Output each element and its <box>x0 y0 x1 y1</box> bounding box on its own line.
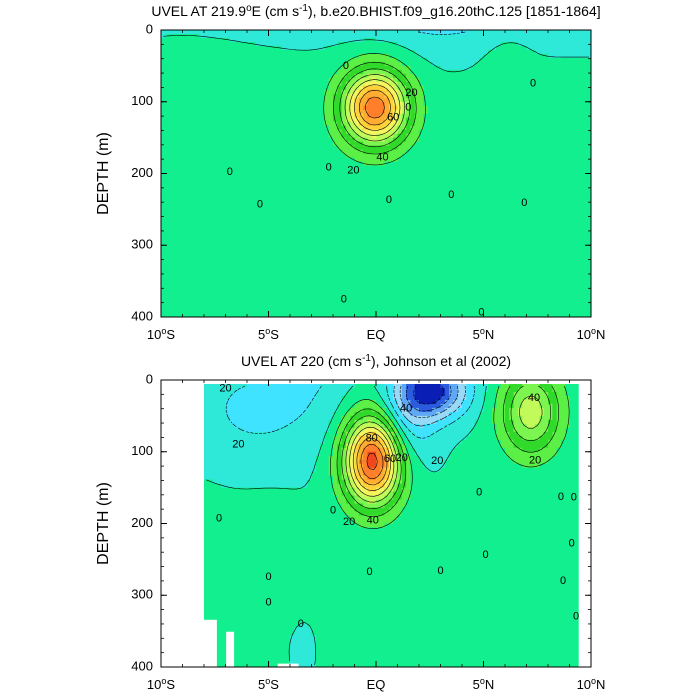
contour-label: 40 <box>376 152 388 164</box>
y-tick-label: 200 <box>131 515 153 530</box>
contour-label: 0 <box>560 575 566 587</box>
contour-label: 20 <box>232 439 244 451</box>
contour-label: 0 <box>341 294 347 306</box>
contour-label: 0 <box>476 487 482 499</box>
x-tick-label: 5oS <box>258 676 279 692</box>
contour-label: 0 <box>571 492 577 504</box>
contour-label: 0 <box>330 505 336 517</box>
contour-label: 0 <box>257 198 263 210</box>
y-axis-label: DEPTH (m) <box>95 482 112 565</box>
contour-label: 0 <box>298 618 304 630</box>
x-tick-label: 5oN <box>473 676 495 692</box>
contour-label: 20 <box>431 455 443 467</box>
contour-label: 20 <box>347 165 359 177</box>
contour-label: 60 <box>387 111 399 123</box>
y-tick-label: 300 <box>131 587 153 602</box>
contour-label: 0 <box>521 197 527 209</box>
contour-label: 20 <box>405 87 417 99</box>
heatmap-cells <box>204 383 579 667</box>
contour-label: 0 <box>343 60 349 72</box>
contour-label: 0 <box>326 162 332 174</box>
contour-label: 0 <box>478 307 484 319</box>
y-tick-label: 400 <box>131 658 153 673</box>
x-tick-label: 10oN <box>577 326 606 342</box>
contour-label: 40 <box>528 392 540 404</box>
contour-lines <box>206 385 570 666</box>
x-tick-label: 10oS <box>147 326 175 342</box>
y-tick-label: 200 <box>131 165 153 180</box>
contour-label: 40 <box>367 515 379 527</box>
contour-label: 0 <box>386 194 392 206</box>
x-tick-label: 5oS <box>258 326 279 342</box>
contour-label: 0 <box>405 101 411 113</box>
y-tick-label: 0 <box>146 371 153 386</box>
y-tick-label: 400 <box>131 308 153 323</box>
contour-label: 20 <box>396 452 408 464</box>
y-tick-label: 100 <box>131 93 153 108</box>
contour-label: 80 <box>366 433 378 445</box>
contour-label: 0 <box>448 189 454 201</box>
contour-label: 0 <box>227 166 233 178</box>
x-tick-label: EQ <box>367 327 386 342</box>
heatmap-cells <box>161 30 591 317</box>
y-tick-label: 300 <box>131 237 153 252</box>
chart-title: UVEL AT 220 (cm s-1), Johnson et al (200… <box>241 353 511 369</box>
y-tick-label: 100 <box>131 443 153 458</box>
contour-label: 20 <box>343 516 355 528</box>
contour-label: 0 <box>437 565 443 577</box>
contour-label: 0 <box>530 78 536 90</box>
y-tick-label: 0 <box>146 21 153 36</box>
x-tick-label: EQ <box>367 677 386 692</box>
contour-label: 0 <box>265 596 271 608</box>
contour-label: 60 <box>384 453 396 465</box>
y-axis-label: DEPTH (m) <box>95 132 112 215</box>
contour-label: 20 <box>219 383 231 395</box>
contour-label: 0 <box>558 491 564 503</box>
x-tick-label: 10oS <box>147 676 175 692</box>
contour-label: 0 <box>366 566 372 578</box>
contour-label: 40 <box>400 403 412 415</box>
contour-label: 0 <box>483 549 489 561</box>
x-tick-label: 10oN <box>577 676 606 692</box>
contour-label: 0 <box>573 611 579 623</box>
x-tick-label: 5oN <box>473 326 495 342</box>
contour-label: 0 <box>265 571 271 583</box>
contour-lines <box>163 31 589 166</box>
contour-label: 0 <box>216 512 222 524</box>
contour-label: 0 <box>569 538 575 550</box>
contour-label: 20 <box>529 454 541 466</box>
chart-title: UVEL AT 219.9oE (cm s-1), b.e20.BHIST.f0… <box>151 3 600 19</box>
